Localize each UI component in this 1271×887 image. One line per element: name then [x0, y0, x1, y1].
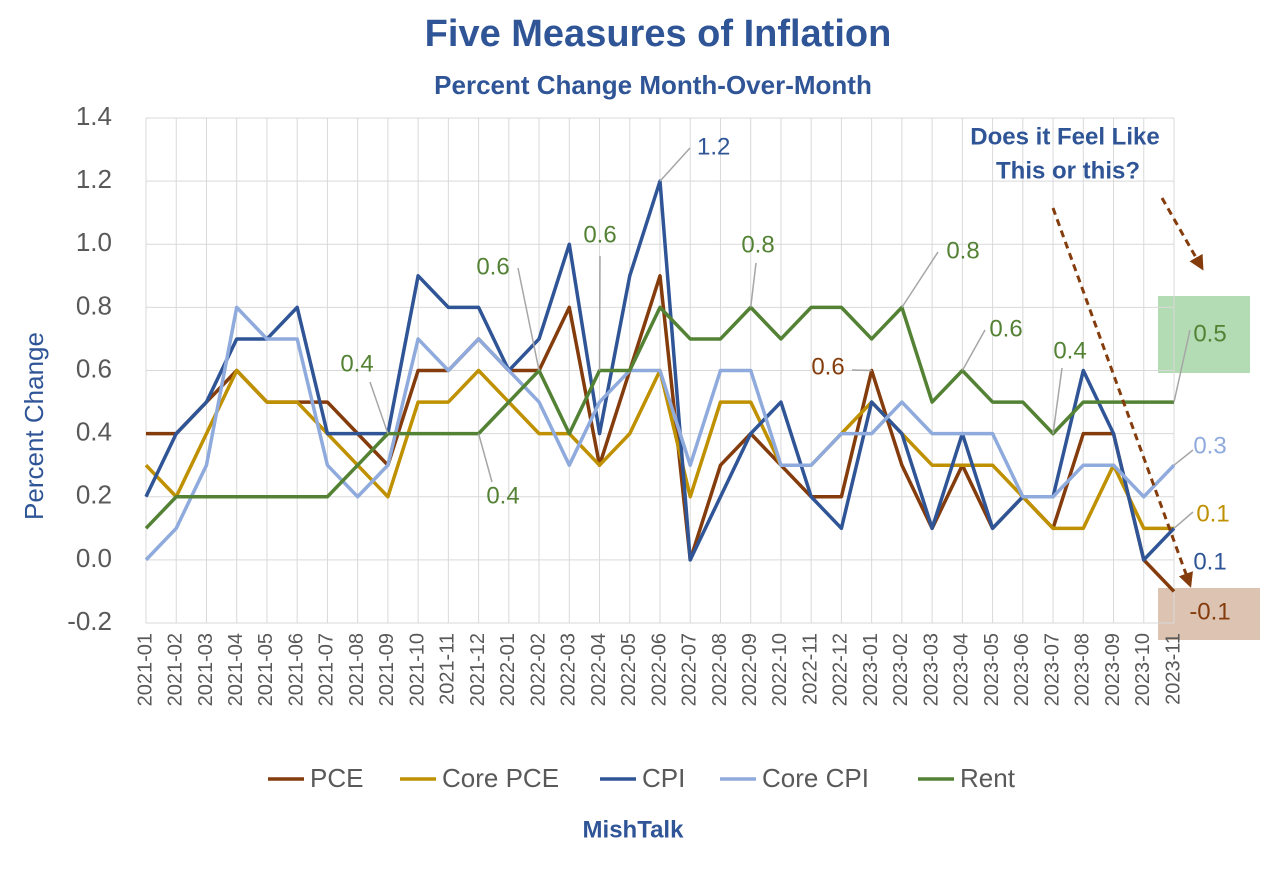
- leader-line: [851, 369, 872, 372]
- x-tick-label: 2021-03: [195, 633, 217, 706]
- x-tick-label: 2021-06: [285, 633, 307, 706]
- x-tick-label: 2022-05: [618, 633, 640, 706]
- annotation: Does it Feel Like: [970, 123, 1159, 150]
- x-tick-label: 2022-02: [527, 633, 549, 706]
- legend-label: Core CPI: [762, 763, 869, 793]
- y-tick-label: 0.4: [76, 417, 112, 447]
- source: MishTalk: [583, 816, 685, 843]
- x-tick-label: 2022-07: [679, 633, 701, 706]
- x-tick-label: 2021-10: [406, 633, 428, 706]
- x-tick-label: 2021-11: [437, 633, 459, 705]
- leader-line: [961, 329, 986, 371]
- leader-line: [659, 147, 691, 182]
- legend-label: Rent: [960, 763, 1016, 793]
- leader-line: [1173, 329, 1191, 403]
- data-label: 0.1: [1196, 500, 1229, 527]
- leader-line: [369, 381, 389, 434]
- x-tick-label: 2022-11: [799, 633, 821, 705]
- series-line: [144, 305, 1174, 530]
- y-tick-label: 0.0: [76, 543, 112, 573]
- arrow: [1160, 197, 1204, 271]
- x-tick-label: 2023-02: [890, 633, 912, 706]
- x-tick-label: 2021-07: [316, 633, 338, 706]
- data-label: 0.8: [741, 231, 774, 258]
- x-tick-label: 2021-01: [134, 633, 156, 706]
- x-tick-label: 2023-11: [1162, 633, 1184, 705]
- x-tick-label: 2023-05: [981, 633, 1003, 706]
- data-label: 0.3: [1193, 432, 1226, 459]
- y-tick-label: 1.4: [76, 101, 112, 131]
- x-tick-label: 2023-04: [951, 633, 973, 706]
- leader-line: [901, 251, 939, 308]
- x-tick-label: 2022-08: [709, 633, 731, 706]
- highlight-box: [1158, 296, 1250, 373]
- y-tick-label: 0.8: [76, 290, 112, 320]
- x-tick-label: 2022-10: [769, 633, 791, 706]
- x-tick-label: 2023-06: [1011, 633, 1033, 706]
- arrow: [1051, 207, 1193, 588]
- y-tick-label: 1.2: [76, 164, 112, 194]
- x-tick-label: 2023-07: [1041, 633, 1063, 706]
- highlight-box: [1158, 588, 1260, 640]
- x-tick-label: 2022-12: [830, 633, 852, 706]
- x-tick-label: 2023-08: [1072, 633, 1094, 706]
- x-tick-label: 2023-10: [1132, 633, 1154, 706]
- leader-line: [1052, 367, 1063, 434]
- data-label: 0.4: [340, 350, 373, 377]
- chart-title: Five Measures of Inflation: [425, 13, 892, 55]
- y-tick-label: 1.0: [76, 227, 112, 257]
- x-tick-label: 2022-06: [648, 633, 670, 706]
- x-tick-label: 2022-03: [558, 633, 580, 706]
- legend-label: Core PCE: [442, 763, 559, 793]
- data-label: -0.1: [1189, 598, 1230, 625]
- x-tick-label: 2021-08: [346, 633, 368, 706]
- y-tick-label: 0.2: [76, 480, 112, 510]
- x-tick-label: 2022-09: [739, 633, 761, 706]
- data-label: 0.6: [476, 253, 509, 280]
- data-label: 0.1: [1193, 548, 1226, 575]
- data-label: 0.4: [486, 482, 519, 509]
- x-tick-label: 2021-02: [165, 633, 187, 706]
- data-label: 0.6: [811, 353, 844, 380]
- x-tick-label: 2023-03: [920, 633, 942, 706]
- leader-line: [749, 262, 757, 308]
- leader-line: [477, 433, 493, 483]
- legend-label: CPI: [642, 763, 685, 793]
- data-label: 0.4: [1053, 337, 1086, 364]
- data-label: 0.8: [946, 237, 979, 264]
- x-tick-label: 2023-01: [860, 633, 882, 706]
- x-tick-label: 2021-09: [376, 633, 398, 706]
- y-tick-label: 0.6: [76, 353, 112, 383]
- data-label: 1.2: [697, 133, 730, 160]
- data-label: 0.5: [1193, 320, 1226, 347]
- data-label: 0.6: [583, 221, 616, 248]
- y-axis-label: Percent Change: [19, 332, 49, 520]
- y-tick-label: -0.2: [67, 606, 112, 636]
- x-tick-label: 2023-09: [1102, 633, 1124, 706]
- series-line: [144, 305, 1176, 562]
- x-tick-label: 2021-05: [255, 633, 277, 706]
- x-tick-label: 2022-04: [588, 633, 610, 706]
- legend-label: PCE: [310, 763, 363, 793]
- x-tick-label: 2021-04: [225, 633, 247, 706]
- x-tick-label: 2022-01: [497, 633, 519, 706]
- data-label: 0.6: [989, 315, 1022, 342]
- annotation: This or this?: [996, 157, 1140, 184]
- x-tick-label: 2021-12: [467, 633, 489, 706]
- chart-subtitle: Percent Change Month-Over-Month: [434, 70, 872, 100]
- leader-line: [1173, 449, 1194, 466]
- leader-line: [1173, 511, 1194, 529]
- leader-line: [517, 267, 540, 371]
